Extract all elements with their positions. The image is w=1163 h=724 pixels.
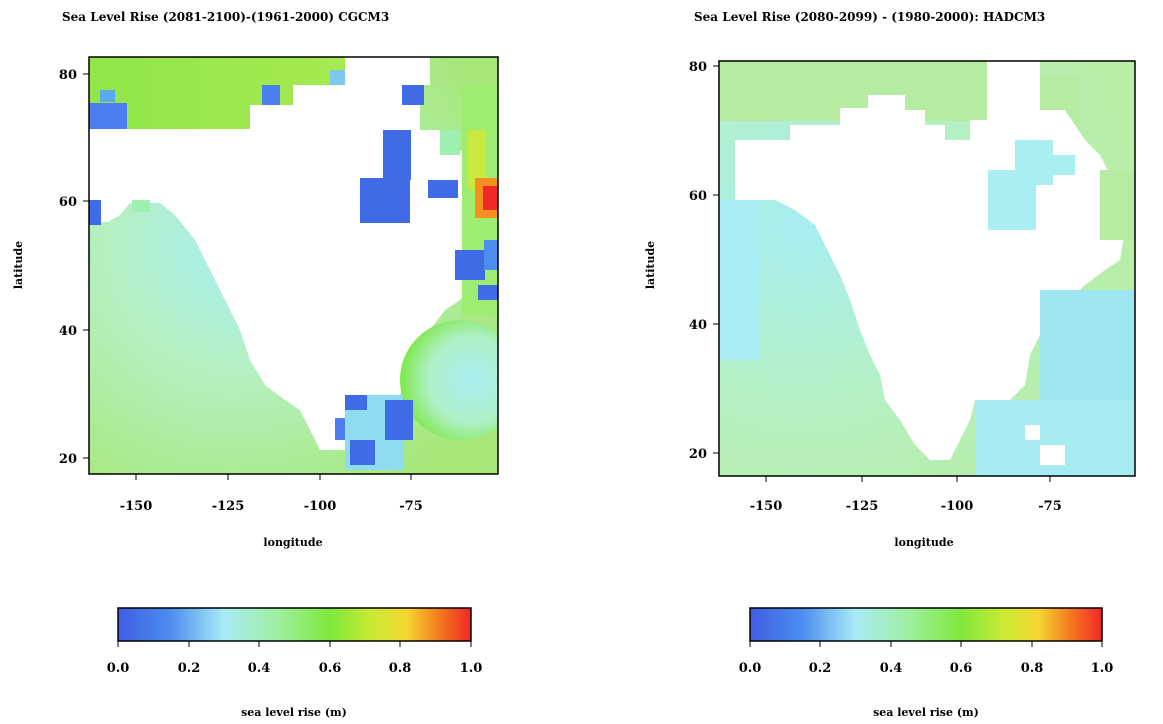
left-plot-frame (88, 56, 499, 475)
left-colorbar-label: sea level rise (m) (241, 706, 347, 719)
left-y-axis: 20 40 60 80 (59, 68, 89, 467)
right-colorbar-label: sea level rise (m) (873, 706, 979, 719)
left-x-axis: -150 -125 -100 -75 (120, 474, 423, 514)
left-cbar-tick-5: 1.0 (460, 661, 483, 676)
left-ylabel: latitude (12, 241, 25, 289)
left-xlabel: longitude (263, 536, 322, 549)
right-map (719, 61, 1135, 476)
right-x-axis: -150 -125 -100 -75 (750, 476, 1062, 514)
right-ytick-80: 80 (689, 60, 707, 75)
right-cbar-tick-1: 0.2 (809, 661, 832, 676)
left-cbar-tick-4: 0.8 (389, 661, 412, 676)
right-colorbar-ticks: 0.0 0.2 0.4 0.6 0.8 1.0 (739, 641, 1114, 676)
right-xtick-150: -150 (750, 499, 783, 514)
left-ytick-80: 80 (59, 68, 77, 83)
left-cbar-tick-1: 0.2 (178, 661, 201, 676)
right-ytick-60: 60 (689, 189, 707, 204)
right-ylabel: latitude (644, 241, 657, 289)
right-colorbar (749, 607, 1103, 642)
left-xtick-75: -75 (399, 499, 423, 514)
left-ytick-60: 60 (59, 195, 77, 210)
right-xlabel: longitude (894, 536, 953, 549)
right-cbar-tick-3: 0.6 (950, 661, 973, 676)
left-atlantic (400, 320, 498, 440)
right-cbar-tick-0: 0.0 (739, 661, 762, 676)
left-cbar-tick-3: 0.6 (319, 661, 342, 676)
left-cbar-tick-2: 0.4 (248, 661, 271, 676)
chart-right-title: Sea Level Rise (2080-2099) - (1980-2000)… (694, 10, 1046, 24)
right-ytick-40: 40 (689, 318, 707, 333)
left-colorbar-ticks: 0.0 0.2 0.4 0.6 0.8 1.0 (107, 641, 483, 676)
left-xtick-150: -150 (120, 499, 153, 514)
left-xtick-125: -125 (212, 499, 245, 514)
right-xtick-100: -100 (941, 499, 974, 514)
right-cbar-tick-5: 1.0 (1091, 661, 1114, 676)
right-ytick-20: 20 (689, 447, 707, 462)
left-cbar-tick-0: 0.0 (107, 661, 130, 676)
left-colorbar (117, 607, 472, 642)
right-cbar-tick-2: 0.4 (880, 661, 903, 676)
right-plot-frame (718, 60, 1136, 477)
left-ytick-40: 40 (59, 324, 77, 339)
left-ytick-20: 20 (59, 452, 77, 467)
chart-left-title: Sea Level Rise (2081-2100)-(1961-2000) C… (62, 10, 390, 24)
right-y-axis: 20 40 60 80 (689, 60, 719, 462)
left-map (89, 57, 498, 474)
right-xtick-125: -125 (846, 499, 879, 514)
right-cbar-tick-4: 0.8 (1021, 661, 1044, 676)
left-land (89, 57, 480, 450)
right-xtick-75: -75 (1038, 499, 1062, 514)
left-xtick-100: -100 (304, 499, 337, 514)
